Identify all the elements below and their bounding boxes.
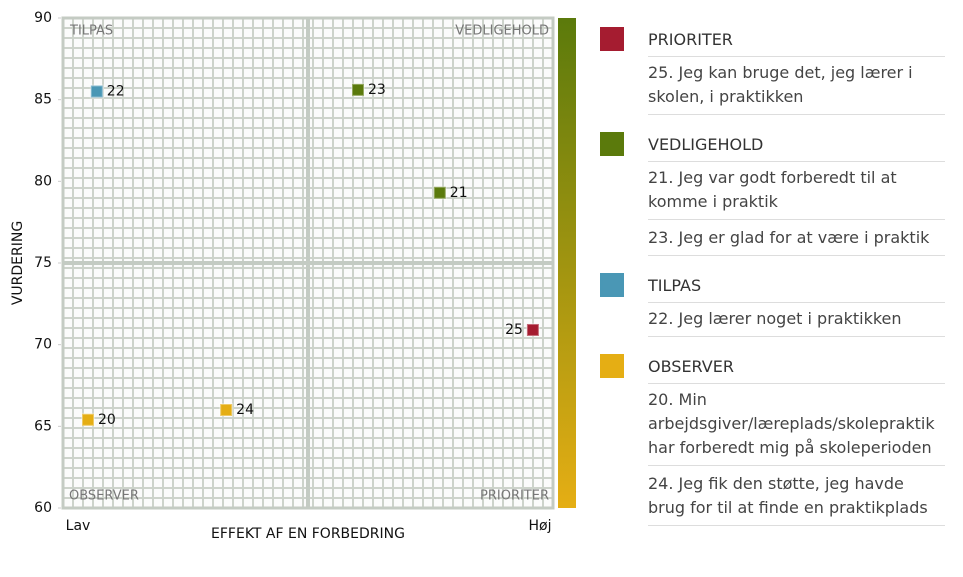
legend-swatch	[600, 132, 624, 156]
point	[219, 403, 234, 417]
quadrant-label: VEDLIGEHOLD	[455, 24, 549, 39]
legend-swatch	[600, 27, 624, 51]
point	[350, 82, 365, 97]
legend-item: 25. Jeg kan bruge det, jeg lærer i skole…	[648, 56, 945, 115]
legend-item: 22. Jeg lærer noget i praktikken	[648, 302, 945, 337]
point-label: 22	[107, 84, 125, 100]
point	[432, 185, 447, 200]
point	[525, 322, 540, 337]
point-label: 25	[505, 322, 523, 338]
point-label: 23	[368, 82, 386, 98]
y-tick-label: 80	[34, 173, 52, 189]
gradient-bar	[558, 18, 576, 508]
legend-entry: PRIORITER	[600, 22, 945, 56]
point-label: 21	[450, 185, 468, 201]
quadrant-label: TILPAS	[69, 24, 113, 39]
quadrant-label: OBSERVER	[69, 489, 139, 504]
legend-entry: TILPAS	[600, 268, 945, 302]
legend-group: PRIORITER 25. Jeg kan bruge det, jeg lære…	[600, 22, 945, 115]
legend-swatch	[600, 354, 624, 378]
legend-entry: VEDLIGEHOLD	[600, 127, 945, 161]
point-label: 24	[236, 402, 254, 418]
y-tick-label: 70	[34, 337, 52, 353]
point	[80, 412, 95, 427]
legend-swatch	[600, 273, 624, 297]
legend-item: 23. Jeg er glad for at være i praktik	[648, 222, 945, 256]
y-tick-label: 60	[34, 500, 52, 516]
x-low-label: Lav	[66, 518, 91, 534]
legend-entry: OBSERVER	[600, 349, 945, 383]
legend-label: TILPAS	[648, 275, 702, 295]
legend-group: OBSERVER 20. Min arbejdsgiver/læreplads/s…	[600, 349, 945, 526]
legend-group: VEDLIGEHOLD 21. Jeg var godt forberedt ti…	[600, 127, 945, 256]
y-tick-label: 75	[34, 255, 52, 271]
point	[89, 84, 104, 99]
legend: PRIORITER 25. Jeg kan bruge det, jeg lære…	[600, 22, 945, 538]
legend-item: 20. Min arbejdsgiver/læreplads/skoleprak…	[648, 383, 945, 466]
quadrant-label: PRIORITER	[480, 489, 549, 504]
legend-label: PRIORITER	[648, 29, 733, 49]
y-tick-label: 65	[34, 418, 52, 434]
y-tick-label: 90	[34, 10, 52, 26]
x-axis-label: EFFEKT AF EN FORBEDRING	[211, 526, 405, 542]
legend-label: VEDLIGEHOLD	[648, 134, 764, 154]
legend-item: 21. Jeg var godt forberedt til at komme …	[648, 161, 945, 220]
legend-label: OBSERVER	[648, 356, 734, 376]
chart: TILPAS VEDLIGEHOLD OBSERVER PRIORITER VU…	[10, 10, 576, 542]
legend-item: 24. Jeg fik den støtte, jeg havde brug f…	[648, 468, 945, 526]
y-tick-label: 85	[34, 92, 52, 108]
x-high-label: Høj	[529, 518, 552, 534]
point-label: 20	[98, 412, 116, 428]
legend-group: TILPAS 22. Jeg lærer noget i praktikken	[600, 268, 945, 337]
y-axis-label: VURDERING	[10, 221, 26, 305]
